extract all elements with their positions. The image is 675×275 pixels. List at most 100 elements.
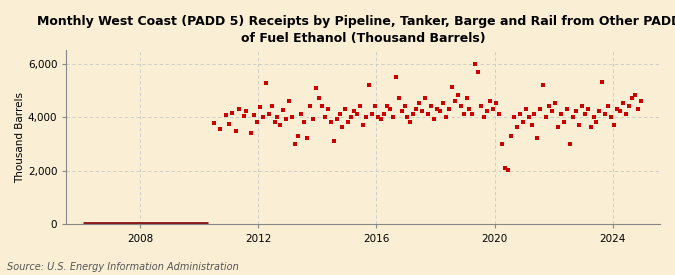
Point — [479, 115, 489, 119]
Point — [290, 141, 300, 146]
Point — [408, 112, 418, 116]
Point — [618, 101, 628, 106]
Point — [588, 115, 599, 119]
Point — [287, 115, 298, 119]
Point — [517, 120, 528, 124]
Point — [461, 96, 472, 100]
Point — [381, 104, 392, 108]
Point — [257, 115, 268, 119]
Point — [411, 106, 422, 111]
Point — [331, 117, 342, 122]
Point — [603, 104, 614, 108]
Point — [308, 117, 319, 122]
Point — [585, 125, 596, 130]
Point — [429, 117, 439, 122]
Point — [485, 98, 495, 103]
Point — [325, 120, 336, 124]
Point — [390, 75, 401, 79]
Point — [476, 104, 487, 108]
Point — [251, 120, 262, 124]
Point — [538, 82, 549, 87]
Point — [579, 112, 590, 116]
Point — [562, 106, 572, 111]
Point — [317, 104, 327, 108]
Point — [278, 108, 289, 112]
Point — [523, 115, 534, 119]
Point — [269, 120, 280, 124]
Point — [535, 106, 546, 111]
Point — [352, 112, 362, 116]
Point — [532, 136, 543, 141]
Point — [626, 96, 637, 100]
Point — [261, 81, 271, 85]
Point — [379, 112, 389, 116]
Point — [420, 96, 431, 100]
Point — [441, 115, 452, 119]
Point — [568, 115, 578, 119]
Point — [556, 112, 566, 116]
Point — [370, 104, 381, 108]
Point — [508, 115, 519, 119]
Point — [364, 82, 375, 87]
Point — [609, 123, 620, 127]
Point — [396, 109, 407, 114]
Point — [254, 105, 265, 109]
Point — [464, 106, 475, 111]
Point — [373, 115, 383, 119]
Point — [553, 125, 564, 130]
Point — [612, 106, 622, 111]
Text: Source: U.S. Energy Information Administration: Source: U.S. Energy Information Administ… — [7, 262, 238, 272]
Point — [529, 112, 540, 116]
Point — [394, 96, 404, 100]
Point — [443, 106, 454, 111]
Point — [334, 112, 345, 116]
Point — [573, 123, 584, 127]
Point — [559, 120, 570, 124]
Point — [414, 101, 425, 106]
Point — [635, 98, 646, 103]
Point — [446, 85, 457, 89]
Point — [231, 129, 242, 133]
Point — [467, 112, 478, 116]
Point — [399, 104, 410, 108]
Point — [358, 123, 369, 127]
Point — [304, 104, 315, 108]
Point — [417, 109, 428, 114]
Point — [576, 104, 587, 108]
Point — [328, 139, 339, 143]
Point — [340, 106, 351, 111]
Point — [346, 115, 357, 119]
Point — [296, 112, 306, 116]
Point — [512, 125, 522, 130]
Title: Monthly West Coast (PADD 5) Receipts by Pipeline, Tanker, Barge and Rail from Ot: Monthly West Coast (PADD 5) Receipts by … — [37, 15, 675, 45]
Point — [526, 123, 537, 127]
Point — [482, 109, 493, 114]
Point — [591, 120, 602, 124]
Point — [248, 113, 259, 117]
Point — [450, 98, 460, 103]
Point — [322, 106, 333, 111]
Point — [209, 120, 219, 125]
Point — [600, 112, 611, 116]
Point — [570, 109, 581, 114]
Point — [500, 166, 510, 170]
Point — [355, 104, 366, 108]
Point — [520, 106, 531, 111]
Point — [266, 104, 277, 108]
Point — [470, 62, 481, 66]
Point — [426, 104, 437, 108]
Point — [221, 112, 232, 117]
Point — [402, 115, 413, 119]
Point — [544, 104, 555, 108]
Point — [275, 123, 286, 127]
Point — [488, 106, 499, 111]
Point — [624, 104, 634, 108]
Point — [455, 104, 466, 108]
Point — [375, 117, 386, 122]
Point — [337, 125, 348, 130]
Point — [431, 106, 442, 111]
Point — [597, 80, 608, 84]
Point — [458, 112, 469, 116]
Point — [497, 141, 508, 146]
Point — [502, 168, 513, 172]
